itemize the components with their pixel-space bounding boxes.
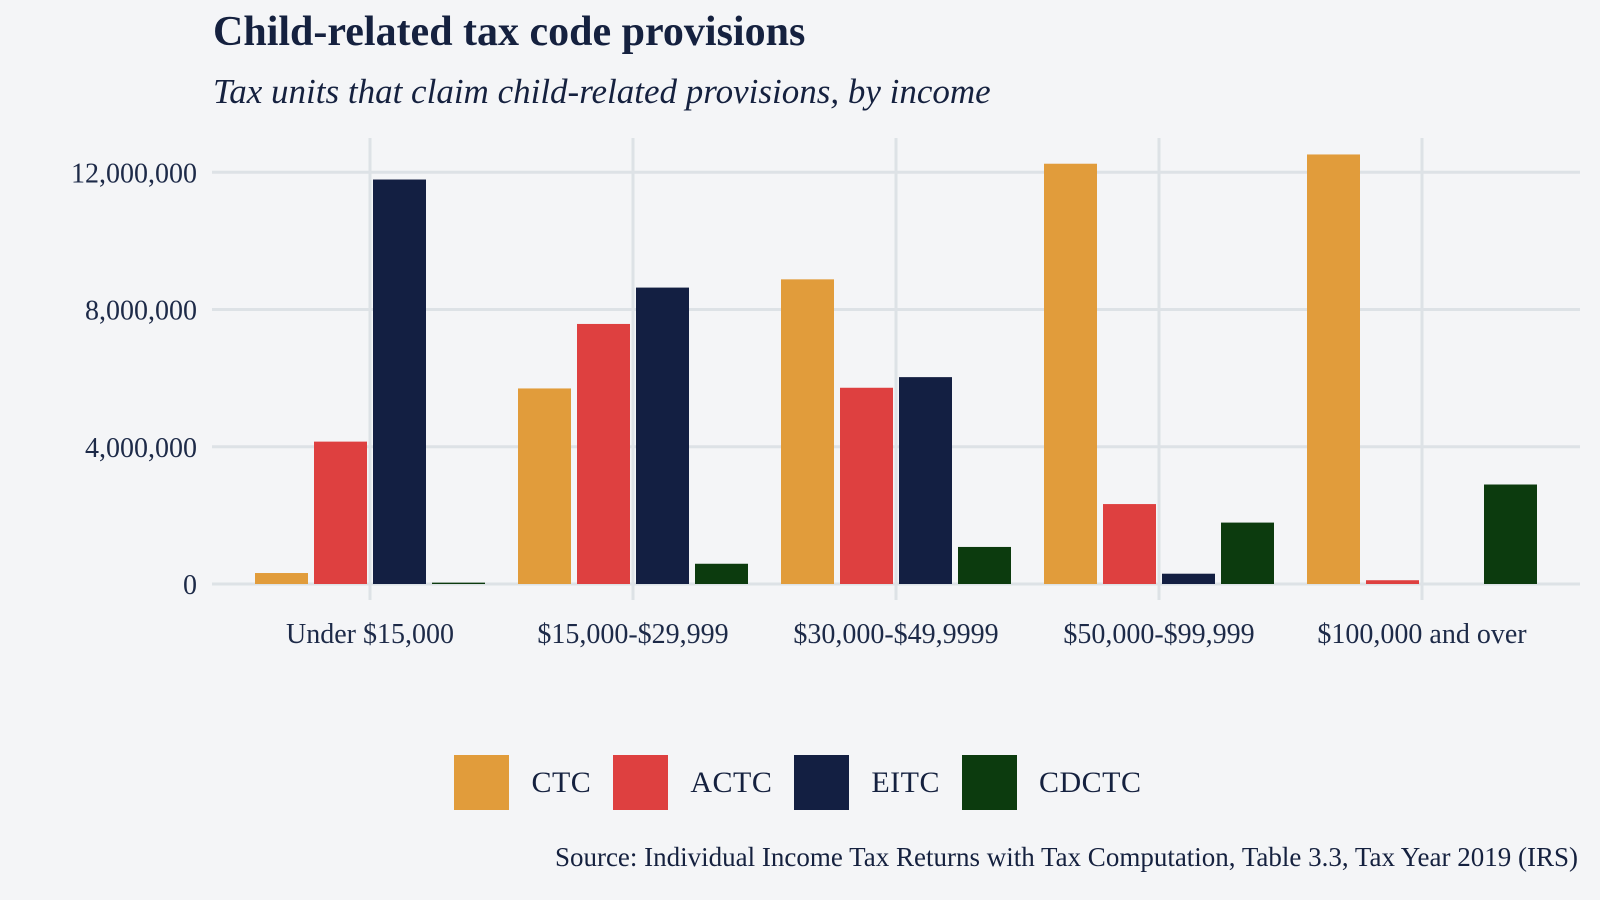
x-tick-label: Under $15,000	[286, 619, 454, 650]
bar-ctc	[255, 573, 308, 584]
legend-swatch-ctc	[454, 755, 510, 810]
x-tick-label: $30,000-$49,9999	[793, 619, 998, 650]
y-tick-label: 0	[183, 570, 197, 601]
legend-label-cdctc: CDCTC	[1039, 765, 1142, 799]
legend-label-eitc: EITC	[871, 765, 940, 799]
legend-label-actc: ACTC	[690, 765, 773, 799]
bar-eitc	[636, 287, 689, 584]
y-tick-label: 12,000,000	[71, 158, 197, 189]
chart-title: Child-related tax code provisions	[213, 9, 806, 55]
legend-item-cdctc: CDCTC	[962, 755, 1142, 810]
y-tick-label: 8,000,000	[85, 296, 197, 327]
bar-cdctc	[1221, 522, 1274, 584]
source-note: Source: Individual Income Tax Returns wi…	[554, 842, 1578, 872]
bar-cdctc	[432, 582, 485, 584]
bar-ctc	[518, 388, 571, 584]
bars	[255, 154, 1537, 584]
legend-item-ctc: CTC	[454, 755, 591, 810]
bar-chart: 0 4,000,000 8,000,000 12,000,000 Under $15,0…	[71, 138, 1580, 650]
y-tick-label: 4,000,000	[85, 433, 197, 464]
bar-actc	[1366, 580, 1419, 584]
x-tick-label: $100,000 and over	[1317, 619, 1527, 650]
bar-eitc	[1162, 573, 1215, 584]
bar-actc	[1103, 504, 1156, 584]
bar-cdctc	[1484, 484, 1537, 584]
legend-swatch-actc	[613, 755, 669, 810]
bar-eitc	[373, 179, 426, 584]
axis-labels: 0 4,000,000 8,000,000 12,000,000 Under $15,0…	[71, 158, 1527, 650]
bar-cdctc	[695, 563, 748, 584]
bar-ctc	[1307, 154, 1360, 584]
legend-swatch-eitc	[794, 755, 850, 810]
bar-actc	[314, 441, 367, 584]
legend-label-ctc: CTC	[531, 765, 592, 799]
legend: CTC ACTC EITC CDCTC	[0, 755, 1600, 810]
legend-swatch-cdctc	[962, 755, 1017, 810]
chart-subtitle: Tax units that claim child-related provi…	[213, 72, 991, 111]
bar-cdctc	[958, 546, 1011, 584]
bar-ctc	[1044, 163, 1097, 584]
x-tick-label: $15,000-$29,999	[537, 619, 728, 650]
bar-ctc	[781, 279, 834, 584]
bar-actc	[840, 387, 893, 584]
x-tick-label: $50,000-$99,999	[1063, 619, 1254, 650]
legend-item-actc: ACTC	[613, 755, 772, 810]
bar-actc	[577, 323, 630, 584]
legend-item-eitc: EITC	[794, 755, 940, 810]
bar-eitc	[899, 377, 952, 584]
